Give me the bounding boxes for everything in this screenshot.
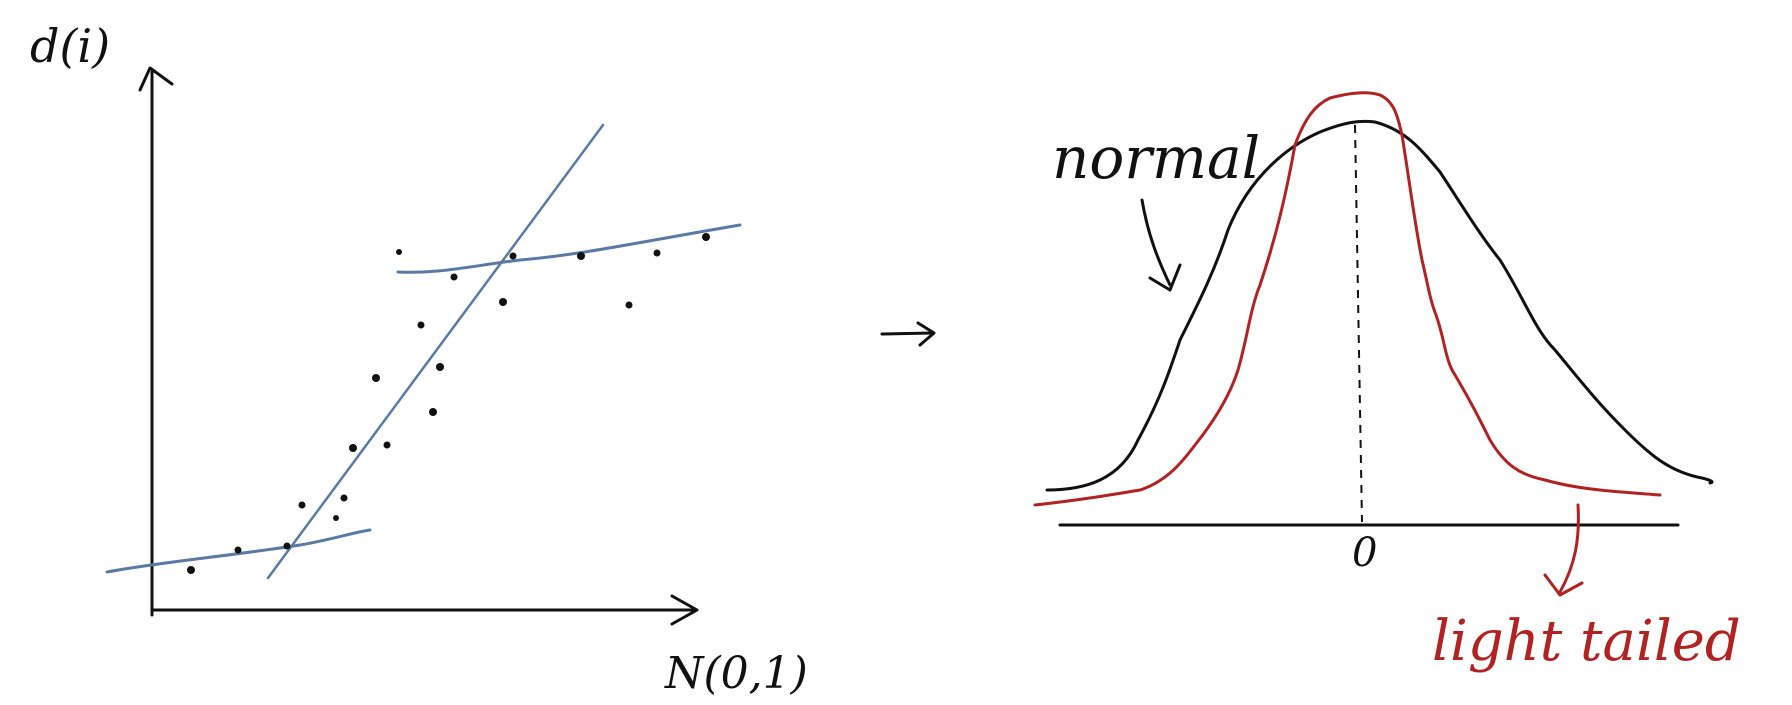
data-point bbox=[283, 542, 291, 550]
data-point bbox=[702, 233, 710, 241]
y-axis-arrowhead bbox=[138, 66, 174, 92]
lower-tail-line bbox=[105, 528, 372, 574]
data-point bbox=[372, 374, 380, 382]
density-comparison: 0 normal light tailed bbox=[1033, 91, 1741, 674]
data-point bbox=[383, 441, 391, 449]
data-point bbox=[340, 494, 348, 502]
normal-pointer-arrow bbox=[1140, 198, 1172, 287]
data-point bbox=[509, 252, 517, 260]
data-point bbox=[298, 501, 306, 509]
data-point bbox=[577, 252, 585, 260]
normal-pointer-head bbox=[1148, 263, 1182, 292]
data-point bbox=[417, 321, 425, 329]
transition-arrow bbox=[880, 321, 936, 347]
data-point bbox=[396, 249, 402, 255]
upper-tail-line bbox=[396, 223, 742, 274]
zero-label: 0 bbox=[1352, 530, 1377, 576]
reference-line bbox=[266, 123, 605, 580]
light-tailed-pointer-arrow bbox=[1558, 503, 1580, 594]
qq-plot: d(i) N(0,1) bbox=[30, 19, 808, 699]
y-axis-label: d(i) bbox=[30, 19, 110, 73]
data-points bbox=[187, 233, 710, 574]
data-point bbox=[187, 566, 195, 574]
data-point bbox=[625, 301, 633, 309]
light-tailed-curve bbox=[1033, 91, 1662, 507]
data-point bbox=[436, 363, 444, 371]
data-point bbox=[653, 249, 661, 257]
normal-curve bbox=[1045, 119, 1714, 492]
arrow-head bbox=[916, 321, 936, 347]
light-tailed-pointer-head bbox=[1543, 573, 1584, 597]
data-point bbox=[450, 273, 458, 281]
light-tailed-label: light tailed bbox=[1432, 609, 1741, 674]
zero-dashed-line bbox=[1354, 124, 1363, 523]
data-point bbox=[234, 546, 242, 554]
data-point bbox=[499, 298, 507, 306]
x-axis-arrowhead bbox=[670, 594, 699, 626]
x-axis-label: N(0,1) bbox=[664, 648, 808, 699]
data-point bbox=[429, 408, 437, 416]
normal-label: normal bbox=[1052, 124, 1260, 192]
data-point bbox=[333, 515, 339, 521]
data-point bbox=[349, 444, 357, 452]
arrow-shaft bbox=[880, 331, 935, 336]
